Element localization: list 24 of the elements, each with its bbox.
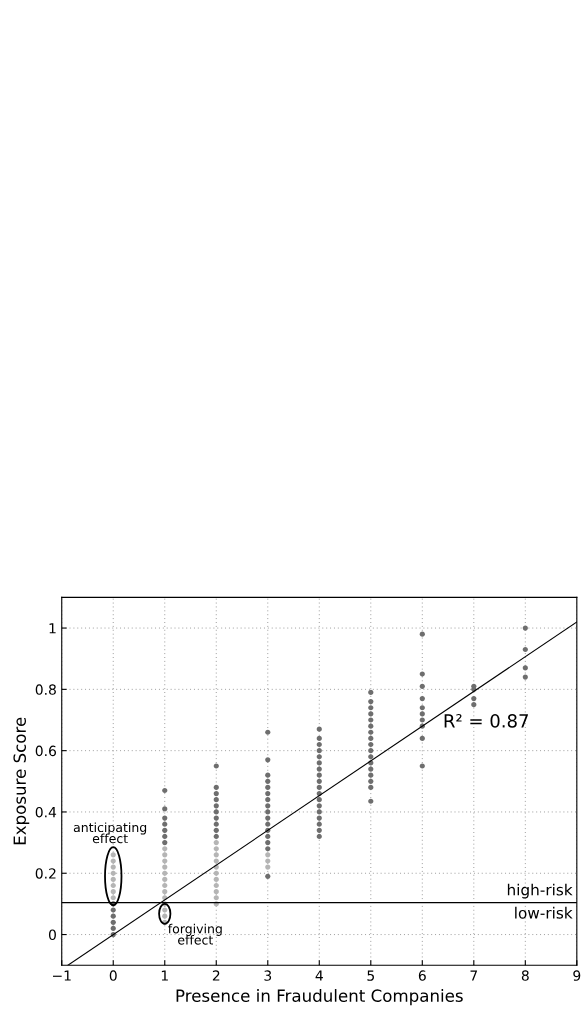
x-tick-label: 3: [264, 970, 272, 981]
y-tick-label: 0.4: [35, 806, 57, 818]
annotation: anticipating effect: [73, 822, 147, 844]
x-tick-label: 4: [315, 970, 323, 981]
y-tick-label: 0.8: [35, 684, 56, 695]
x-tick-label: 2: [212, 970, 220, 981]
ref-line-label: high-risk: [507, 883, 573, 899]
x-tick-label: 0: [109, 970, 117, 981]
y-tick-label: 0.6: [35, 745, 56, 757]
y-axis-title: Exposure Score: [13, 717, 30, 845]
y-tick-label: 0.2: [35, 868, 56, 879]
x-tick-label: 1: [161, 970, 168, 981]
annotation: forgiving effect: [168, 923, 222, 945]
x-tick-label: 9: [573, 970, 581, 981]
x-tick-label: 6: [418, 970, 426, 981]
x-tick-label: −1: [52, 970, 71, 981]
y-tick-label: 0: [48, 929, 56, 941]
x-tick-label: 7: [470, 970, 478, 981]
x-tick-label: 8: [521, 970, 529, 981]
annotation: R² = 0.87: [444, 714, 528, 728]
x-tick-label: 5: [367, 970, 374, 981]
x-axis-title: Presence in Fraudulent Companies: [176, 989, 463, 1006]
y-tick-label: 1: [49, 623, 56, 634]
annotation: low-risk: [515, 906, 573, 919]
